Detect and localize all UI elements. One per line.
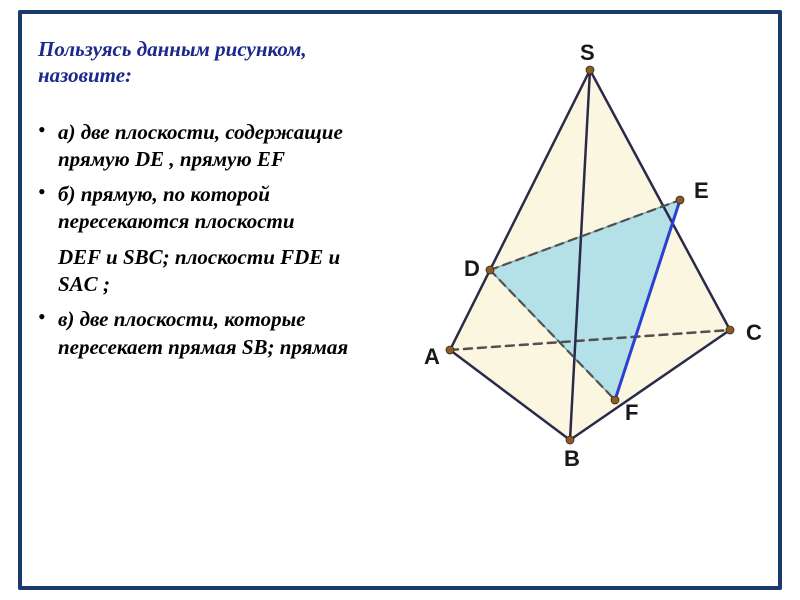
svg-text:C: C [746, 320, 762, 345]
question-a: • а) две плоскости, содержащие прямую DE… [38, 119, 368, 174]
svg-text:S: S [580, 40, 595, 65]
question-b: • б) прямую, по которой пересекаются пло… [38, 181, 368, 236]
diagram-svg: S A B C D E F [390, 40, 770, 480]
text-content: Пользуясь данным рисунком, назовите: • а… [38, 36, 368, 361]
question-c: • в) две плоскости, которые пересекает п… [38, 306, 368, 361]
bullet-icon: • [38, 306, 58, 361]
slide-title: Пользуясь данным рисунком, назовите: [38, 36, 368, 89]
question-c-text: в) две плоскости, которые пересекает пря… [58, 306, 368, 361]
geometry-diagram: S A B C D E F [390, 40, 770, 480]
svg-text:F: F [625, 400, 638, 425]
svg-text:E: E [694, 178, 709, 203]
bullet-icon: • [38, 119, 58, 174]
svg-text:D: D [464, 256, 480, 281]
question-b-text2: DEF и SBC; плоскости FDE и SAC ; [58, 244, 368, 299]
svg-text:B: B [564, 446, 580, 471]
svg-text:A: A [424, 344, 440, 369]
question-list: • а) две плоскости, содержащие прямую DE… [38, 119, 368, 361]
question-a-text: а) две плоскости, содержащие прямую DE ,… [58, 119, 368, 174]
bullet-icon: • [38, 181, 58, 236]
question-b-cont: DEF и SBC; плоскости FDE и SAC ; [58, 244, 368, 299]
question-b-text1: б) прямую, по которой пересекаются плоск… [58, 181, 368, 236]
